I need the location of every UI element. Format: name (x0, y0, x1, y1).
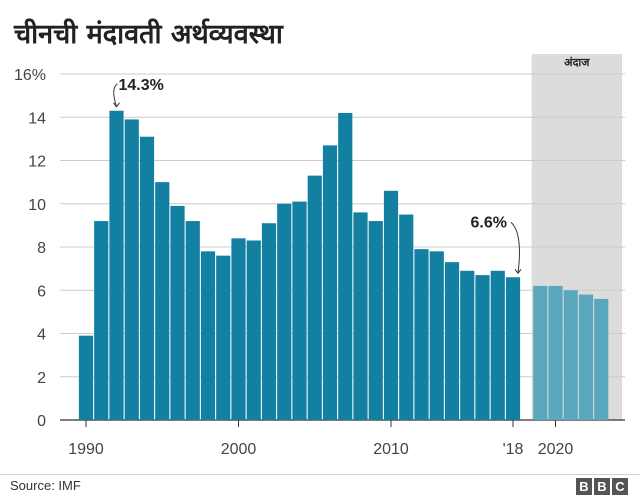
y-tick-label: 4 (37, 327, 46, 344)
gdp-bar (200, 251, 216, 420)
gdp-bar (368, 221, 383, 420)
data-label: 14.3% (119, 77, 164, 94)
x-tick-label: 2020 (538, 441, 574, 458)
source-note: Source: IMF (10, 478, 81, 493)
y-tick-label: 0 (37, 413, 46, 430)
gdp-bar (124, 119, 139, 420)
annotation-arrow (113, 83, 118, 107)
forecast-label: अंदाज (564, 56, 590, 69)
y-tick-label: 8 (37, 240, 46, 257)
logo-letter: B (594, 478, 610, 495)
bbc-logo: B B C (576, 478, 628, 495)
x-tick-label: 2010 (373, 441, 409, 458)
gdp-bar (353, 212, 368, 420)
gdp-bar (94, 221, 109, 420)
gdp-bar (460, 270, 475, 420)
gdp-bar (307, 175, 322, 420)
gdp-bar (505, 277, 521, 420)
gdp-bar (383, 190, 399, 420)
forecast-bar (563, 290, 578, 420)
gdp-bar (322, 145, 338, 421)
gdp-bar (78, 335, 94, 420)
gdp-bar (475, 275, 490, 420)
x-tick-label: 1990 (68, 441, 104, 458)
gdp-bar (139, 136, 155, 420)
gdp-bar (109, 110, 124, 420)
data-label: 6.6% (471, 214, 507, 231)
gdp-bar (338, 112, 353, 421)
y-tick-label: 10 (28, 197, 46, 214)
chart-title: चीनची मंदावती अर्थव्यवस्था (14, 19, 283, 50)
forecast-bar (548, 285, 563, 420)
gdp-bar (231, 238, 246, 420)
logo-letter: B (576, 478, 592, 495)
forecast-bar (594, 298, 609, 420)
x-tick-label: '18 (503, 441, 524, 458)
y-tick-label: 2 (37, 370, 46, 387)
logo-letter: C (612, 478, 628, 495)
gdp-bar (444, 262, 460, 420)
arrowhead-icon (514, 268, 522, 275)
gdp-bar (246, 240, 261, 420)
arrowhead-icon (113, 102, 120, 108)
annotation-arrow (510, 221, 520, 274)
y-tick-label: 6 (37, 283, 46, 300)
gdp-bar (261, 223, 277, 420)
gdp-bar (292, 201, 307, 420)
gdp-bar (490, 270, 505, 420)
gdp-bar (155, 182, 170, 420)
forecast-bar (533, 285, 548, 420)
x-tick-label: 2000 (221, 441, 257, 458)
footer-divider (0, 474, 640, 475)
forecast-bar (578, 294, 594, 420)
gdp-bar (185, 221, 200, 420)
gdp-bar (216, 255, 231, 420)
gdp-bar (429, 251, 444, 420)
gdp-bar (277, 203, 292, 420)
gdp-bar (399, 214, 414, 420)
y-tick-label: 14 (28, 110, 46, 127)
gdp-bar (414, 249, 429, 420)
y-tick-label: 16% (14, 67, 46, 84)
gdp-bar (170, 205, 185, 420)
y-tick-label: 12 (28, 154, 46, 171)
